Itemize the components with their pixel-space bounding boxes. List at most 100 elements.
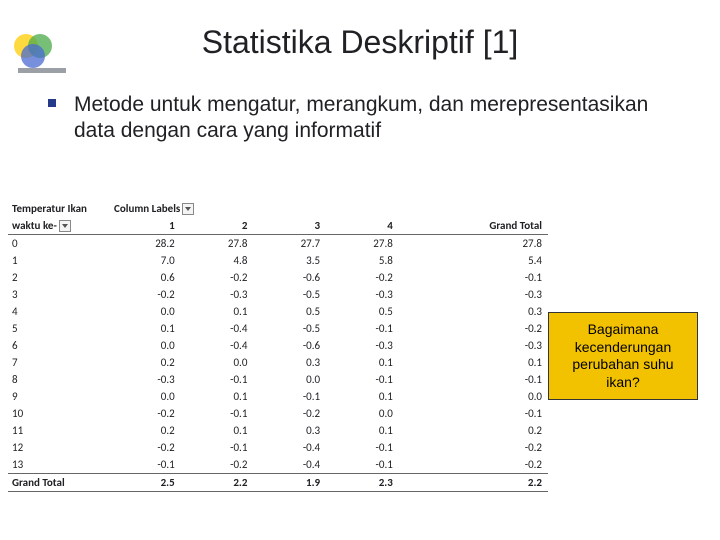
- cell: 0.0: [108, 303, 181, 320]
- cell: -0.3: [399, 286, 548, 303]
- cell: -0.1: [399, 269, 548, 286]
- cell: 0.3: [253, 422, 326, 439]
- row-key: 2: [8, 269, 108, 286]
- cell: -0.3: [399, 337, 548, 354]
- cell: -0.6: [253, 337, 326, 354]
- grand-total-col-header: Grand Total: [399, 217, 548, 235]
- cell: -0.3: [326, 286, 399, 303]
- col-header: 1: [108, 217, 181, 235]
- cell: -0.2: [253, 405, 326, 422]
- cell: 7.0: [108, 252, 181, 269]
- row-key: 8: [8, 371, 108, 388]
- cell: -0.3: [108, 371, 181, 388]
- bullet-item: Metode untuk mengatur, merangkum, dan me…: [48, 92, 680, 145]
- cell: -0.2: [181, 269, 254, 286]
- table-row: 028.227.827.727.827.8: [8, 235, 548, 253]
- callout-text: Bagaimana kecenderungan perubahan suhu i…: [572, 321, 673, 390]
- grand-total-cell: 1.9: [253, 474, 326, 492]
- cell: 0.0: [399, 388, 548, 405]
- cell: 0.1: [326, 422, 399, 439]
- cell: 0.2: [108, 422, 181, 439]
- cell: 3.5: [253, 252, 326, 269]
- cell: 0.0: [108, 388, 181, 405]
- dropdown-icon[interactable]: [182, 203, 194, 215]
- table-row: 8-0.3-0.10.0-0.1-0.1: [8, 371, 548, 388]
- cell: -0.3: [326, 337, 399, 354]
- cell: -0.1: [181, 371, 254, 388]
- cell: -0.6: [253, 269, 326, 286]
- table-row: 20.6-0.2-0.6-0.2-0.1: [8, 269, 548, 286]
- row-key: 0: [8, 235, 108, 253]
- dropdown-icon[interactable]: [59, 220, 71, 232]
- cell: -0.1: [326, 456, 399, 474]
- table-row: 90.00.1-0.10.10.0: [8, 388, 548, 405]
- bullet-marker-icon: [48, 99, 56, 107]
- cell: 27.8: [326, 235, 399, 253]
- bullet-text: Metode untuk mengatur, merangkum, dan me…: [74, 92, 680, 145]
- cell: 27.7: [253, 235, 326, 253]
- cell: -0.1: [399, 405, 548, 422]
- table-row: 17.04.83.55.85.4: [8, 252, 548, 269]
- col-header: 4: [326, 217, 399, 235]
- row-key: 12: [8, 439, 108, 456]
- cell: 0.1: [181, 422, 254, 439]
- cell: 5.8: [326, 252, 399, 269]
- cell: 0.1: [181, 303, 254, 320]
- cell: 27.8: [399, 235, 548, 253]
- row-key: 7: [8, 354, 108, 371]
- cell: 27.8: [181, 235, 254, 253]
- grand-total-cell: 2.2: [181, 474, 254, 492]
- column-labels-dropdown[interactable]: Column Labels: [114, 202, 194, 215]
- cell: -0.1: [399, 371, 548, 388]
- cell: -0.2: [326, 269, 399, 286]
- cell: -0.1: [326, 371, 399, 388]
- cell: -0.4: [253, 456, 326, 474]
- cell: 0.1: [326, 354, 399, 371]
- cell: 0.0: [253, 371, 326, 388]
- cell: -0.1: [181, 439, 254, 456]
- table-row: 3-0.2-0.3-0.5-0.3-0.3: [8, 286, 548, 303]
- cell: -0.1: [326, 439, 399, 456]
- cell: -0.1: [326, 320, 399, 337]
- pivot-corner-label: Temperatur Ikan: [8, 200, 108, 217]
- cell: -0.2: [181, 456, 254, 474]
- cell: 0.1: [108, 320, 181, 337]
- cell: -0.1: [181, 405, 254, 422]
- cell: 0.5: [253, 303, 326, 320]
- cell: -0.2: [399, 320, 548, 337]
- cell: -0.2: [399, 456, 548, 474]
- cell: 0.0: [181, 354, 254, 371]
- table-row: 40.00.10.50.50.3: [8, 303, 548, 320]
- cell: 4.8: [181, 252, 254, 269]
- row-key: 3: [8, 286, 108, 303]
- cell: 0.6: [108, 269, 181, 286]
- row-labels-dropdown[interactable]: waktu ke-: [12, 219, 71, 232]
- cell: 0.2: [399, 422, 548, 439]
- cell: 0.1: [326, 388, 399, 405]
- cell: 0.0: [326, 405, 399, 422]
- table-row: 12-0.2-0.1-0.4-0.1-0.2: [8, 439, 548, 456]
- cell: 0.3: [253, 354, 326, 371]
- cell: 5.4: [399, 252, 548, 269]
- cell: -0.4: [181, 337, 254, 354]
- cell: -0.5: [253, 320, 326, 337]
- cell: -0.4: [253, 439, 326, 456]
- row-key: 9: [8, 388, 108, 405]
- table-row: 60.0-0.4-0.6-0.3-0.3: [8, 337, 548, 354]
- cell: -0.3: [181, 286, 254, 303]
- cell: 0.1: [181, 388, 254, 405]
- row-key: 5: [8, 320, 108, 337]
- cell: -0.2: [399, 439, 548, 456]
- cell: -0.1: [253, 388, 326, 405]
- grand-total-cell: 2.2: [399, 474, 548, 492]
- cell: 0.2: [108, 354, 181, 371]
- callout-box: Bagaimana kecenderungan perubahan suhu i…: [548, 312, 698, 400]
- grand-total-row-label: Grand Total: [8, 474, 108, 492]
- row-key: 13: [8, 456, 108, 474]
- pivot-table: Temperatur Ikan Column Labels waktu ke- 1…: [8, 200, 548, 492]
- row-key: 11: [8, 422, 108, 439]
- row-header-label: waktu ke-: [12, 219, 57, 232]
- table-row: 13-0.1-0.2-0.4-0.1-0.2: [8, 456, 548, 474]
- cell: 0.5: [326, 303, 399, 320]
- row-key: 10: [8, 405, 108, 422]
